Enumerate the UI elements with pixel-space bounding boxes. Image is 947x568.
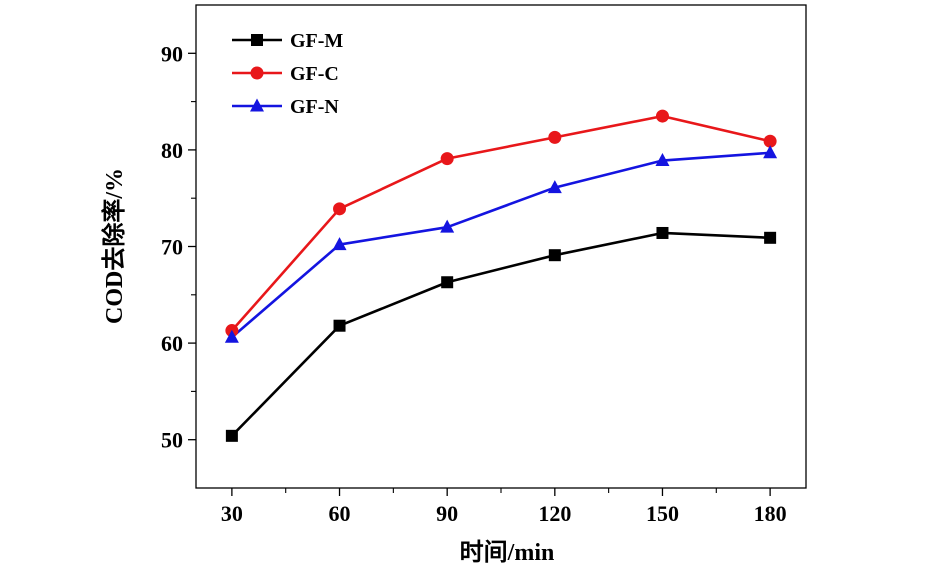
legend-marker-gf-c [250, 66, 264, 80]
data-point-gf-n [224, 329, 239, 343]
series-markers [224, 109, 778, 442]
data-point-gf-n [332, 237, 347, 251]
data-point-gf-m [548, 249, 561, 262]
series-line-gf-m [230, 231, 771, 437]
data-point-gf-c [655, 109, 669, 123]
data-point-gf-n [547, 180, 562, 194]
legend-marker-gf-m [251, 34, 263, 46]
x-tick-label: 120 [538, 501, 571, 526]
y-tick-label: 50 [161, 428, 183, 453]
series-lines [230, 114, 771, 437]
data-point-gf-c [333, 202, 347, 216]
x-tick-label: 150 [646, 501, 679, 526]
data-point-gf-c [548, 130, 562, 144]
data-point-gf-c [440, 152, 454, 166]
y-tick-label: 70 [161, 235, 183, 260]
x-axis-title: 时间/min [460, 539, 555, 566]
data-point-gf-m [225, 429, 238, 442]
data-point-gf-m [764, 231, 777, 244]
y-tick-label: 80 [161, 138, 183, 163]
data-point-gf-m [441, 276, 454, 289]
data-point-gf-m [656, 226, 669, 239]
x-tick-label: 30 [221, 501, 243, 526]
series-line-gf-c [230, 114, 771, 332]
x-tick-label: 60 [329, 501, 351, 526]
legend-marker-gf-n [250, 98, 264, 112]
y-axis-title: COD去除率/% [100, 168, 128, 324]
y-tick-label: 60 [161, 331, 183, 356]
legend-label-gf-m: GF-M [290, 30, 343, 52]
data-point-gf-n [440, 219, 455, 233]
y-tick-label: 90 [161, 41, 183, 66]
data-point-gf-m [333, 319, 346, 332]
data-point-gf-n [763, 145, 778, 159]
x-tick-label: 180 [754, 501, 787, 526]
legend: GF-M GF-C GF-N [232, 30, 343, 118]
legend-label-gf-n: GF-N [290, 96, 339, 118]
plot-frame [195, 4, 807, 489]
x-tick-label: 90 [436, 501, 458, 526]
data-point-gf-c [763, 134, 777, 148]
axes: 30 60 90 120 150 180 50 60 70 80 90 [161, 41, 787, 526]
data-point-gf-n [655, 153, 670, 167]
legend-label-gf-c: GF-C [290, 63, 339, 85]
series-line-gf-n [231, 151, 771, 339]
